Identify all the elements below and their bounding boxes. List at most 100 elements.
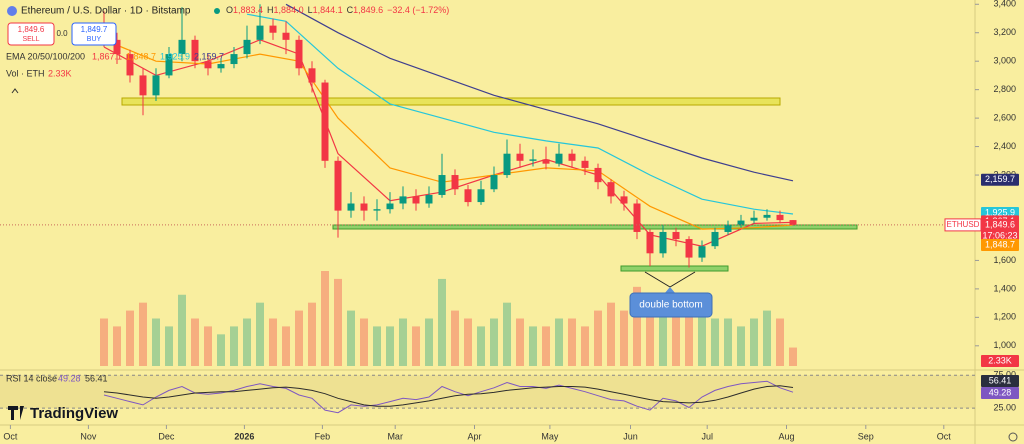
- annotation-line: [669, 271, 696, 288]
- volume-bar: [373, 326, 381, 366]
- candle-body: [516, 153, 524, 161]
- candle-body: [191, 39, 199, 62]
- volume-bar: [672, 310, 680, 366]
- symbol-icon: [7, 6, 17, 16]
- ema-line: [246, 13, 794, 215]
- candle-body: [113, 39, 121, 55]
- y-tick-label: 3,200: [993, 27, 1016, 37]
- volume-bar: [685, 294, 693, 366]
- rsi-tick-label: 75.00: [993, 370, 1016, 380]
- settings-button[interactable]: [1008, 432, 1018, 442]
- candle-body: [568, 153, 576, 161]
- volume-bar: [620, 310, 628, 366]
- spread: 0.0: [56, 29, 68, 38]
- volume-bar: [503, 302, 511, 366]
- x-tick-label: Jun: [623, 431, 638, 441]
- candle-body: [360, 203, 368, 211]
- y-tick-label: 3,000: [993, 56, 1016, 66]
- candle-body: [620, 196, 628, 204]
- candle-body: [594, 167, 602, 183]
- volume-bar: [243, 318, 251, 366]
- candle-body: [256, 25, 264, 40]
- candle-body: [633, 203, 641, 232]
- volume-bar: [399, 318, 407, 366]
- symbol-tag: ETHUSD: [947, 220, 980, 229]
- l-label: L: [308, 5, 313, 15]
- ema-legend-value: 1,925.9: [160, 51, 190, 61]
- candle-body: [412, 196, 420, 204]
- candle-body: [581, 160, 589, 168]
- volume-bar: [529, 326, 537, 366]
- candle-body: [503, 153, 511, 176]
- x-tick-label: Oct: [937, 431, 952, 441]
- y-tick-label: 2,400: [993, 141, 1016, 151]
- resistance-zone: [121, 97, 781, 106]
- rsi-band: [0, 375, 975, 409]
- vol-label: Vol · ETH: [6, 68, 45, 78]
- volume-bar: [230, 326, 238, 366]
- buy-button[interactable]: [71, 22, 117, 46]
- candle-body: [165, 54, 173, 76]
- volume-bar: [165, 326, 173, 366]
- candle-body: [529, 159, 537, 161]
- x-tick-label: Aug: [778, 431, 794, 441]
- x-tick-label: May: [541, 431, 559, 441]
- volume-bar: [464, 318, 472, 366]
- c-label: C: [347, 5, 354, 15]
- sell-button[interactable]: [7, 22, 55, 46]
- candle-body: [152, 75, 160, 96]
- candle-body: [425, 194, 433, 204]
- candle-body: [763, 214, 771, 218]
- rsi-tag: 49.28: [989, 387, 1012, 397]
- volume-bar: [191, 318, 199, 366]
- volume-bar: [646, 294, 654, 366]
- vol-value: 2.33K: [48, 68, 72, 78]
- volume-bar: [724, 318, 732, 366]
- volume-bar: [321, 271, 329, 366]
- candle-body: [230, 54, 238, 65]
- y-tick-label: 1,200: [993, 312, 1016, 322]
- volume-bar: [204, 326, 212, 366]
- rsi-tag-bg: [981, 387, 1019, 399]
- candle-body: [724, 224, 732, 232]
- candle-body: [737, 220, 745, 225]
- volume-bar: [451, 310, 459, 366]
- candle-body: [776, 214, 784, 221]
- x-tick-label: 2026: [234, 431, 254, 441]
- ema50-tag-bg: [981, 239, 1019, 252]
- candle-body: [555, 153, 563, 164]
- candle-body: [464, 189, 472, 203]
- candle-body: [178, 39, 186, 55]
- logo-icon: [8, 406, 24, 420]
- volume-bar: [581, 326, 589, 366]
- candle-body: [685, 239, 693, 258]
- candle-body: [646, 231, 654, 254]
- y-tick-label: 2,600: [993, 112, 1016, 122]
- candle-body: [399, 196, 407, 204]
- volume-bar: [594, 310, 602, 366]
- volume-bar: [347, 310, 355, 366]
- buy-label: BUY: [87, 36, 102, 43]
- candle-body: [334, 160, 342, 211]
- volume-bar: [490, 318, 498, 366]
- ema-legend-value: 1,848.7: [126, 51, 156, 61]
- ema200-tag-bg: [981, 173, 1019, 186]
- collapse-button[interactable]: [11, 88, 19, 94]
- candle-body: [373, 209, 381, 211]
- volume-bar: [633, 286, 641, 366]
- y-tick-label: 3,400: [993, 0, 1016, 9]
- annotation-text: double bottom: [639, 300, 702, 311]
- candle-body: [672, 231, 680, 240]
- candle-body: [490, 175, 498, 190]
- volume-bar: [334, 278, 342, 366]
- candle-body: [438, 175, 446, 195]
- ema200-tag: 2,159.7: [985, 174, 1015, 184]
- rsi-ma-line: [103, 385, 794, 407]
- candle-body: [347, 203, 355, 211]
- candle-body: [269, 25, 277, 33]
- candle-body: [321, 82, 329, 161]
- volume-bar: [516, 318, 524, 366]
- volume-bar: [477, 326, 485, 366]
- volume-bar: [711, 318, 719, 366]
